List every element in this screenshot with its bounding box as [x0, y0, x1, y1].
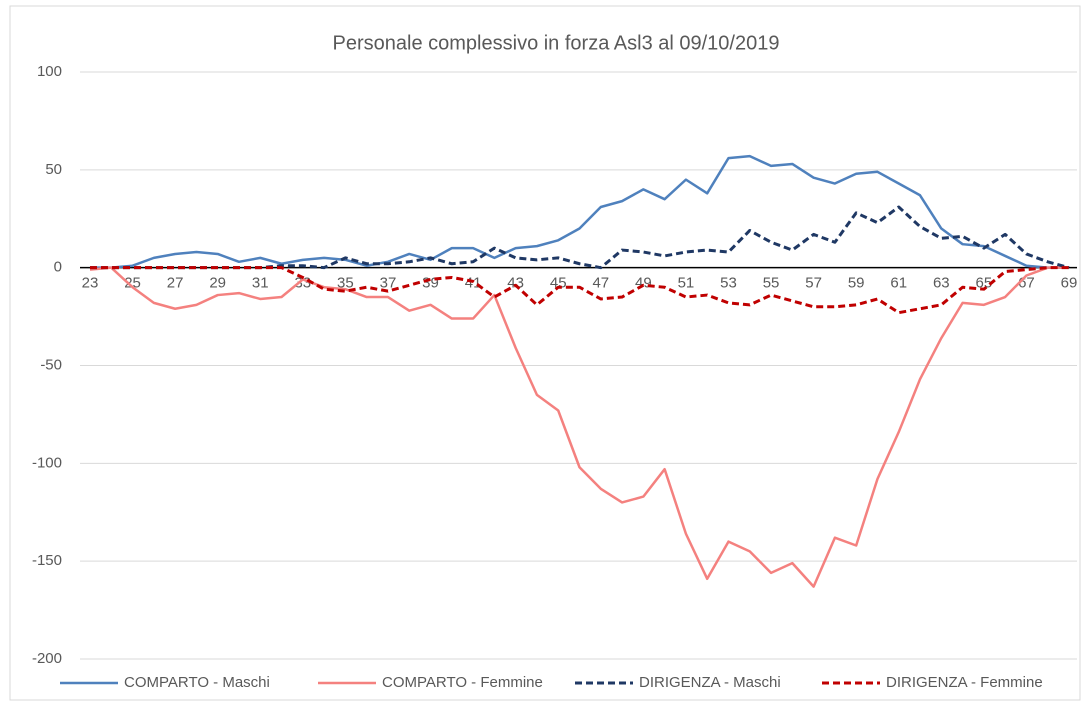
x-tick-label: 65 — [976, 275, 993, 292]
x-tick-label: 59 — [848, 275, 865, 292]
series-line — [89, 266, 1069, 588]
x-tick-label: 61 — [890, 275, 907, 292]
x-tick-label: 63 — [933, 275, 950, 292]
y-tick-label: -100 — [32, 454, 62, 471]
x-tick-label: 33 — [294, 275, 311, 292]
x-tick-label: 51 — [678, 275, 695, 292]
x-tick-label: 49 — [635, 275, 652, 292]
y-tick-label: 0 — [54, 259, 62, 276]
x-tick-label: 39 — [422, 275, 439, 292]
x-tick-label: 47 — [592, 275, 609, 292]
legend-label: DIRIGENZA - Maschi — [639, 674, 781, 691]
y-tick-label: 50 — [45, 161, 62, 178]
x-tick-label: 45 — [550, 275, 567, 292]
series-line — [90, 266, 1069, 315]
legend-label: COMPARTO - Femmine — [382, 674, 543, 691]
y-tick-label: -150 — [32, 552, 62, 569]
x-tick-label: 57 — [805, 275, 822, 292]
chart-title: Personale complessivo in forza Asl3 al 0… — [333, 32, 780, 54]
x-tick-label: 31 — [252, 275, 269, 292]
x-tick-label: 53 — [720, 275, 737, 292]
y-tick-label: -200 — [32, 650, 62, 667]
y-tick-label: -50 — [40, 356, 62, 373]
legend-label: DIRIGENZA - Femmine — [886, 674, 1043, 691]
x-tick-label: 37 — [380, 275, 397, 292]
x-tick-label: 41 — [465, 275, 482, 292]
x-tick-label: 55 — [763, 275, 780, 292]
x-tick-label: 27 — [167, 275, 184, 292]
x-tick-label: 23 — [82, 275, 99, 292]
x-tick-label: 35 — [337, 275, 354, 292]
chart-border — [9, 5, 1081, 701]
series-line — [90, 205, 1070, 270]
y-tick-label: 100 — [37, 63, 62, 80]
x-tick-label: 29 — [209, 275, 226, 292]
series-line — [90, 154, 1069, 269]
legend-label: COMPARTO - Maschi — [124, 674, 270, 691]
x-tick-label: 25 — [124, 275, 141, 292]
x-tick-label: 69 — [1061, 275, 1078, 292]
